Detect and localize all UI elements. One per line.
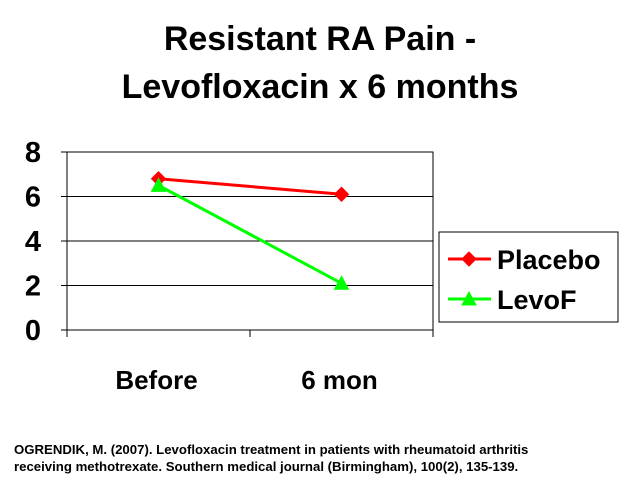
legend-marker-levof bbox=[461, 290, 477, 306]
x-tick-label: 6 mon bbox=[301, 365, 378, 395]
citation-line-1: OGRENDIK, M. (2007). Levofloxacin treatm… bbox=[14, 442, 529, 457]
data-point-placebo bbox=[333, 186, 350, 202]
legend bbox=[438, 231, 619, 323]
data-point-levof bbox=[333, 275, 350, 290]
y-tick-label: 6 bbox=[25, 182, 41, 214]
legend-label-placebo: Placebo bbox=[497, 245, 601, 275]
x-tick-label: Before bbox=[115, 365, 197, 395]
line-chart: 0 2 4 6 8 Before 6 mon Placebo LevoF bbox=[25, 137, 619, 395]
chart-title-line-2: Levofloxacin x 6 months bbox=[121, 68, 519, 106]
legend-label-levof: LevoF bbox=[497, 285, 577, 315]
y-tick-label: 0 bbox=[25, 315, 41, 347]
y-tick-label: 2 bbox=[25, 271, 41, 303]
citation-line-2: receiving methotrexate. Southern medical… bbox=[14, 459, 519, 474]
chart-title-line-1: Resistant RA Pain - bbox=[163, 20, 477, 58]
y-tick-label: 8 bbox=[25, 137, 41, 169]
series-line-levof bbox=[157, 184, 343, 285]
citation: OGRENDIK, M. (2007). Levofloxacin treatm… bbox=[14, 441, 634, 475]
y-tick-label: 4 bbox=[25, 226, 41, 258]
legend-marker-placebo bbox=[461, 251, 477, 267]
data-point-levof bbox=[150, 177, 167, 192]
series-line-placebo bbox=[158, 177, 342, 196]
